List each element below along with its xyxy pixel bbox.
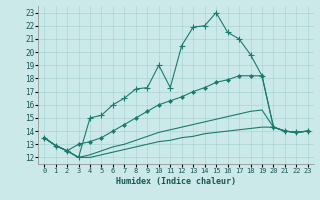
X-axis label: Humidex (Indice chaleur): Humidex (Indice chaleur) <box>116 177 236 186</box>
